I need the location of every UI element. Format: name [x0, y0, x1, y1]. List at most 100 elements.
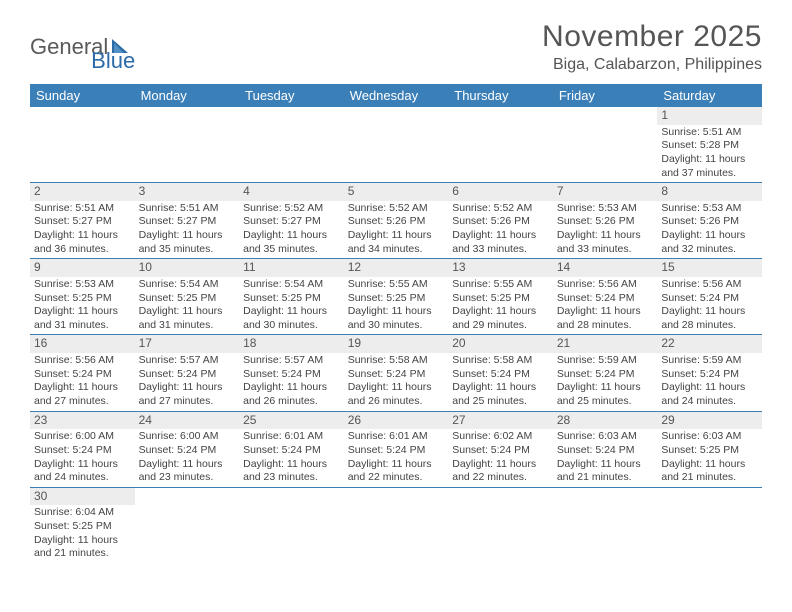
day-number: 21 — [553, 335, 658, 353]
sunset-line: Sunset: 5:24 PM — [34, 368, 131, 382]
daylight-line: Daylight: 11 hours and 37 minutes. — [661, 153, 758, 180]
day-number: 18 — [239, 335, 344, 353]
empty-cell — [239, 107, 344, 183]
sunset-line: Sunset: 5:28 PM — [661, 139, 758, 153]
daylight-line: Daylight: 11 hours and 25 minutes. — [452, 381, 549, 408]
day-number: 1 — [657, 107, 762, 125]
day-cell-26: 26Sunrise: 6:01 AMSunset: 5:24 PMDayligh… — [344, 411, 449, 487]
empty-cell — [344, 487, 449, 563]
sunset-line: Sunset: 5:24 PM — [557, 292, 654, 306]
sunset-line: Sunset: 5:25 PM — [348, 292, 445, 306]
daylight-line: Daylight: 11 hours and 22 minutes. — [452, 458, 549, 485]
day-cell-20: 20Sunrise: 5:58 AMSunset: 5:24 PMDayligh… — [448, 335, 553, 411]
day-number: 9 — [30, 259, 135, 277]
sunrise-line: Sunrise: 6:00 AM — [34, 430, 131, 444]
daylight-line: Daylight: 11 hours and 28 minutes. — [661, 305, 758, 332]
daylight-line: Daylight: 11 hours and 21 minutes. — [557, 458, 654, 485]
day-cell-14: 14Sunrise: 5:56 AMSunset: 5:24 PMDayligh… — [553, 259, 658, 335]
sunset-line: Sunset: 5:24 PM — [139, 368, 236, 382]
empty-cell — [135, 487, 240, 563]
day-header-sunday: Sunday — [30, 84, 135, 107]
daylight-line: Daylight: 11 hours and 33 minutes. — [452, 229, 549, 256]
calendar-row: 2Sunrise: 5:51 AMSunset: 5:27 PMDaylight… — [30, 183, 762, 259]
sunrise-line: Sunrise: 5:51 AM — [139, 202, 236, 216]
month-title: November 2025 — [542, 20, 762, 54]
day-cell-16: 16Sunrise: 5:56 AMSunset: 5:24 PMDayligh… — [30, 335, 135, 411]
day-cell-18: 18Sunrise: 5:57 AMSunset: 5:24 PMDayligh… — [239, 335, 344, 411]
sunrise-line: Sunrise: 5:56 AM — [34, 354, 131, 368]
day-header-saturday: Saturday — [657, 84, 762, 107]
sunset-line: Sunset: 5:27 PM — [139, 215, 236, 229]
sunrise-line: Sunrise: 5:59 AM — [661, 354, 758, 368]
daylight-line: Daylight: 11 hours and 30 minutes. — [243, 305, 340, 332]
sunset-line: Sunset: 5:24 PM — [661, 292, 758, 306]
day-number: 8 — [657, 183, 762, 201]
daylight-line: Daylight: 11 hours and 26 minutes. — [348, 381, 445, 408]
sunrise-line: Sunrise: 5:53 AM — [661, 202, 758, 216]
calendar-row: 1Sunrise: 5:51 AMSunset: 5:28 PMDaylight… — [30, 107, 762, 183]
sunset-line: Sunset: 5:25 PM — [34, 520, 131, 534]
sunrise-line: Sunrise: 5:52 AM — [243, 202, 340, 216]
sunset-line: Sunset: 5:26 PM — [557, 215, 654, 229]
brand-part2: Blue — [91, 48, 135, 74]
day-cell-28: 28Sunrise: 6:03 AMSunset: 5:24 PMDayligh… — [553, 411, 658, 487]
day-number: 22 — [657, 335, 762, 353]
sunset-line: Sunset: 5:24 PM — [661, 368, 758, 382]
day-cell-9: 9Sunrise: 5:53 AMSunset: 5:25 PMDaylight… — [30, 259, 135, 335]
day-cell-7: 7Sunrise: 5:53 AMSunset: 5:26 PMDaylight… — [553, 183, 658, 259]
sunrise-line: Sunrise: 5:57 AM — [139, 354, 236, 368]
day-cell-5: 5Sunrise: 5:52 AMSunset: 5:26 PMDaylight… — [344, 183, 449, 259]
day-cell-21: 21Sunrise: 5:59 AMSunset: 5:24 PMDayligh… — [553, 335, 658, 411]
sunset-line: Sunset: 5:25 PM — [243, 292, 340, 306]
day-number: 10 — [135, 259, 240, 277]
sunset-line: Sunset: 5:25 PM — [661, 444, 758, 458]
daylight-line: Daylight: 11 hours and 21 minutes. — [34, 534, 131, 561]
sunset-line: Sunset: 5:24 PM — [452, 368, 549, 382]
empty-cell — [553, 107, 658, 183]
day-header-monday: Monday — [135, 84, 240, 107]
day-cell-30: 30Sunrise: 6:04 AMSunset: 5:25 PMDayligh… — [30, 487, 135, 563]
day-number: 23 — [30, 412, 135, 430]
sunset-line: Sunset: 5:25 PM — [139, 292, 236, 306]
day-number: 6 — [448, 183, 553, 201]
day-number: 15 — [657, 259, 762, 277]
daylight-line: Daylight: 11 hours and 27 minutes. — [139, 381, 236, 408]
day-number: 24 — [135, 412, 240, 430]
sunrise-line: Sunrise: 5:55 AM — [348, 278, 445, 292]
day-number: 7 — [553, 183, 658, 201]
sunset-line: Sunset: 5:26 PM — [452, 215, 549, 229]
day-number: 11 — [239, 259, 344, 277]
daylight-line: Daylight: 11 hours and 28 minutes. — [557, 305, 654, 332]
day-number: 2 — [30, 183, 135, 201]
day-number: 3 — [135, 183, 240, 201]
sunset-line: Sunset: 5:24 PM — [34, 444, 131, 458]
calendar-row: 9Sunrise: 5:53 AMSunset: 5:25 PMDaylight… — [30, 259, 762, 335]
sunset-line: Sunset: 5:27 PM — [34, 215, 131, 229]
sunset-line: Sunset: 5:24 PM — [348, 368, 445, 382]
empty-cell — [553, 487, 658, 563]
sunset-line: Sunset: 5:24 PM — [557, 444, 654, 458]
sunrise-line: Sunrise: 6:01 AM — [348, 430, 445, 444]
calendar-row: 30Sunrise: 6:04 AMSunset: 5:25 PMDayligh… — [30, 487, 762, 563]
sunrise-line: Sunrise: 5:54 AM — [139, 278, 236, 292]
sunrise-line: Sunrise: 6:02 AM — [452, 430, 549, 444]
location-subtitle: Biga, Calabarzon, Philippines — [542, 56, 762, 74]
sunrise-line: Sunrise: 5:53 AM — [34, 278, 131, 292]
daylight-line: Daylight: 11 hours and 35 minutes. — [139, 229, 236, 256]
sunrise-line: Sunrise: 5:56 AM — [557, 278, 654, 292]
day-number: 27 — [448, 412, 553, 430]
day-number: 20 — [448, 335, 553, 353]
day-cell-15: 15Sunrise: 5:56 AMSunset: 5:24 PMDayligh… — [657, 259, 762, 335]
daylight-line: Daylight: 11 hours and 29 minutes. — [452, 305, 549, 332]
daylight-line: Daylight: 11 hours and 31 minutes. — [34, 305, 131, 332]
day-number: 12 — [344, 259, 449, 277]
day-cell-17: 17Sunrise: 5:57 AMSunset: 5:24 PMDayligh… — [135, 335, 240, 411]
empty-cell — [448, 487, 553, 563]
sunrise-line: Sunrise: 5:51 AM — [34, 202, 131, 216]
day-cell-4: 4Sunrise: 5:52 AMSunset: 5:27 PMDaylight… — [239, 183, 344, 259]
daylight-line: Daylight: 11 hours and 23 minutes. — [139, 458, 236, 485]
daylight-line: Daylight: 11 hours and 30 minutes. — [348, 305, 445, 332]
day-cell-23: 23Sunrise: 6:00 AMSunset: 5:24 PMDayligh… — [30, 411, 135, 487]
calendar-row: 16Sunrise: 5:56 AMSunset: 5:24 PMDayligh… — [30, 335, 762, 411]
sunrise-line: Sunrise: 6:03 AM — [557, 430, 654, 444]
